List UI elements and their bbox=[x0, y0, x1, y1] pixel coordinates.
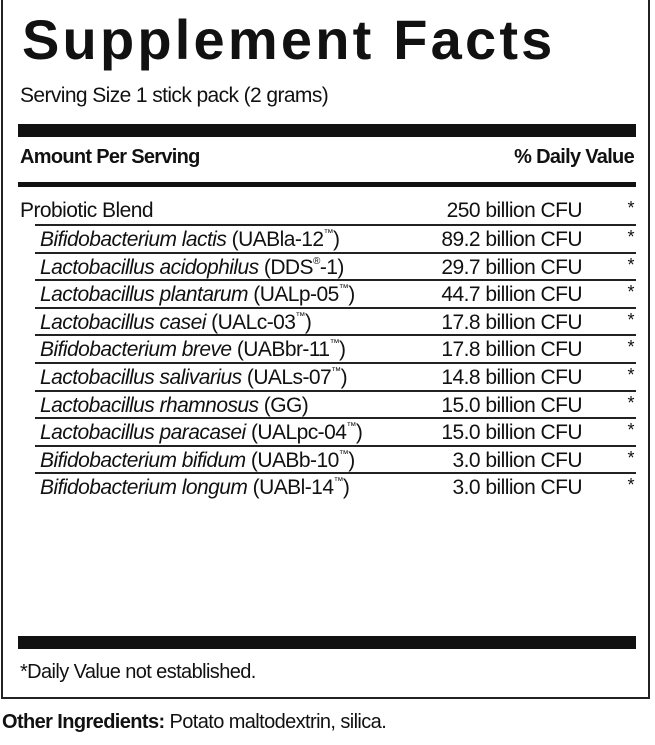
strain: (UABb-10 bbox=[250, 448, 339, 472]
strain: (UALp-05 bbox=[253, 283, 339, 307]
ingredient-amount: 14.8 billion CFU bbox=[441, 365, 582, 389]
daily-value-header: % Daily Value bbox=[514, 146, 635, 168]
trademark-mark: ™ bbox=[323, 228, 334, 239]
ingredient-amount: 17.8 billion CFU bbox=[441, 338, 582, 362]
other-ingredients: Other Ingredients: Potato maltodextrin, … bbox=[2, 711, 387, 734]
strain: (UALs-07 bbox=[246, 365, 332, 389]
ingredient-row: Lactobacillus rhamnosus (GG) 15.0 billion… bbox=[35, 389, 636, 419]
blend-daily-value: * bbox=[627, 198, 635, 218]
ingredient-daily-value: * bbox=[627, 475, 635, 496]
column-header: Amount Per Serving % Daily Value bbox=[20, 146, 635, 169]
amount-per-serving-header: Amount Per Serving bbox=[20, 146, 200, 168]
ingredient-row: Lactobacillus salivarius (UALs-07™) 14.8 … bbox=[35, 361, 636, 391]
strain-end: ) bbox=[333, 228, 340, 251]
ingredient-daily-value: * bbox=[627, 337, 635, 358]
ingredient-name: Lactobacillus rhamnosus (GG) bbox=[40, 392, 309, 419]
trademark-mark: ™ bbox=[331, 365, 341, 377]
strain-end: -1) bbox=[319, 255, 345, 279]
strain: (DDS bbox=[263, 255, 314, 279]
species: Bifidobacterium breve bbox=[40, 338, 232, 362]
species: Lactobacillus acidophilus bbox=[40, 255, 259, 279]
other-ingredients-value: Potato maltodextrin, silica. bbox=[164, 711, 387, 733]
ingredient-row: Bifidobacterium breve (UABbr-11™) 17.8 bi… bbox=[35, 334, 636, 362]
ingredient-daily-value: * bbox=[627, 227, 635, 247]
strain: (GG) bbox=[263, 393, 309, 417]
ingredient-name: Lactobacillus plantarum (UALp-05™) bbox=[40, 281, 355, 308]
ingredient-name: Bifidobacterium longum (UABl-14™) bbox=[40, 474, 350, 501]
trademark-mark: ™ bbox=[333, 476, 343, 488]
blend-amount: 250 billion CFU bbox=[446, 199, 583, 222]
divider-thick-bottom bbox=[18, 636, 636, 649]
ingredient-amount: 15.0 billion CFU bbox=[441, 393, 582, 417]
ingredient-row: Lactobacillus plantarum (UALp-05™) 44.7 b… bbox=[35, 279, 636, 307]
strain: (UABbr-11 bbox=[236, 338, 330, 362]
blend-row: Probiotic Blend 250 billion CFU * bbox=[18, 197, 636, 224]
ingredient-row: Bifidobacterium lactis (UABla-12™) 89.2 b… bbox=[35, 224, 636, 252]
supplement-facts-panel bbox=[1, 0, 650, 699]
ingredient-amount: 89.2 billion CFU bbox=[441, 228, 582, 251]
ingredient-table: Probiotic Blend 250 billion CFU * Bifido… bbox=[18, 197, 636, 500]
ingredient-amount: 3.0 billion CFU bbox=[452, 476, 583, 500]
ingredient-row: Bifidobacterium bifidum (UABb-10™) 3.0 bi… bbox=[35, 444, 636, 474]
trademark-mark: ™ bbox=[329, 338, 340, 350]
trademark-mark: ™ bbox=[346, 421, 356, 433]
strain-end: ) bbox=[355, 421, 363, 445]
ingredient-daily-value: * bbox=[627, 392, 635, 413]
ingredient-amount: 44.7 billion CFU bbox=[441, 283, 582, 307]
ingredient-amount: 17.8 billion CFU bbox=[441, 310, 582, 334]
divider-medium bbox=[18, 182, 636, 187]
ingredient-name: Lactobacillus casei (UALc-03™) bbox=[40, 309, 312, 336]
other-ingredients-label: Other Ingredients: bbox=[2, 711, 165, 733]
ingredient-daily-value: * bbox=[627, 254, 635, 275]
ingredient-name: Lactobacillus acidophilus (DDS®-1) bbox=[40, 254, 344, 281]
ingredient-daily-value: * bbox=[627, 447, 635, 468]
strain-end: ) bbox=[304, 310, 312, 334]
trademark-mark: ® bbox=[313, 255, 320, 267]
ingredient-amount: 3.0 billion CFU bbox=[452, 448, 583, 472]
ingredient-daily-value: * bbox=[627, 420, 635, 441]
species: Lactobacillus plantarum bbox=[40, 283, 249, 307]
strain-end: ) bbox=[348, 448, 355, 472]
trademark-mark: ™ bbox=[338, 283, 349, 295]
ingredient-name: Lactobacillus paracasei (UALpc-04™) bbox=[40, 419, 363, 446]
ingredient-row: Lactobacillus casei (UALc-03™) 17.8 billi… bbox=[35, 306, 636, 336]
ingredient-amount: 29.7 billion CFU bbox=[441, 255, 582, 279]
strain: (UALc-03 bbox=[211, 310, 296, 334]
ingredient-row: Lactobacillus acidophilus (DDS®-1) 29.7 b… bbox=[35, 251, 636, 281]
strain: (UABla-12 bbox=[231, 228, 324, 251]
strain-end: ) bbox=[348, 283, 355, 307]
species: Lactobacillus salivarius bbox=[40, 365, 242, 389]
ingredient-daily-value: * bbox=[627, 309, 635, 330]
ingredient-row: Lactobacillus paracasei (UALpc-04™) 15.0 … bbox=[35, 417, 636, 445]
trademark-mark: ™ bbox=[295, 310, 305, 322]
species: Lactobacillus rhamnosus bbox=[40, 393, 259, 417]
trademark-mark: ™ bbox=[338, 448, 349, 460]
strain-end: ) bbox=[342, 476, 350, 500]
species: Bifidobacterium longum bbox=[40, 476, 248, 500]
ingredient-name: Lactobacillus salivarius (UALs-07™) bbox=[40, 364, 348, 391]
ingredient-daily-value: * bbox=[627, 282, 635, 303]
blend-name: Probiotic Blend bbox=[20, 199, 154, 222]
species: Lactobacillus casei bbox=[40, 310, 206, 334]
panel-title: Supplement Facts bbox=[22, 8, 556, 71]
ingredient-name: Bifidobacterium breve (UABbr-11™) bbox=[40, 336, 346, 363]
footnote: *Daily Value not established. bbox=[20, 661, 256, 683]
strain: (UABl-14 bbox=[252, 476, 334, 500]
ingredient-row: Bifidobacterium longum (UABl-14™) 3.0 bil… bbox=[35, 472, 636, 500]
strain: (UALpc-04 bbox=[250, 421, 347, 445]
strain-end: ) bbox=[340, 365, 348, 389]
ingredient-name: Bifidobacterium bifidum (UABb-10™) bbox=[40, 447, 355, 474]
species: Lactobacillus paracasei bbox=[40, 421, 246, 445]
serving-size: Serving Size 1 stick pack (2 grams) bbox=[20, 84, 329, 107]
ingredient-amount: 15.0 billion CFU bbox=[441, 421, 582, 445]
strain-end: ) bbox=[339, 338, 346, 362]
divider-thick bbox=[18, 124, 636, 137]
species: Bifidobacterium bifidum bbox=[40, 448, 246, 472]
ingredient-name: Bifidobacterium lactis (UABla-12™) bbox=[40, 226, 340, 253]
species: Bifidobacterium lactis bbox=[40, 228, 227, 251]
ingredient-daily-value: * bbox=[627, 364, 635, 385]
